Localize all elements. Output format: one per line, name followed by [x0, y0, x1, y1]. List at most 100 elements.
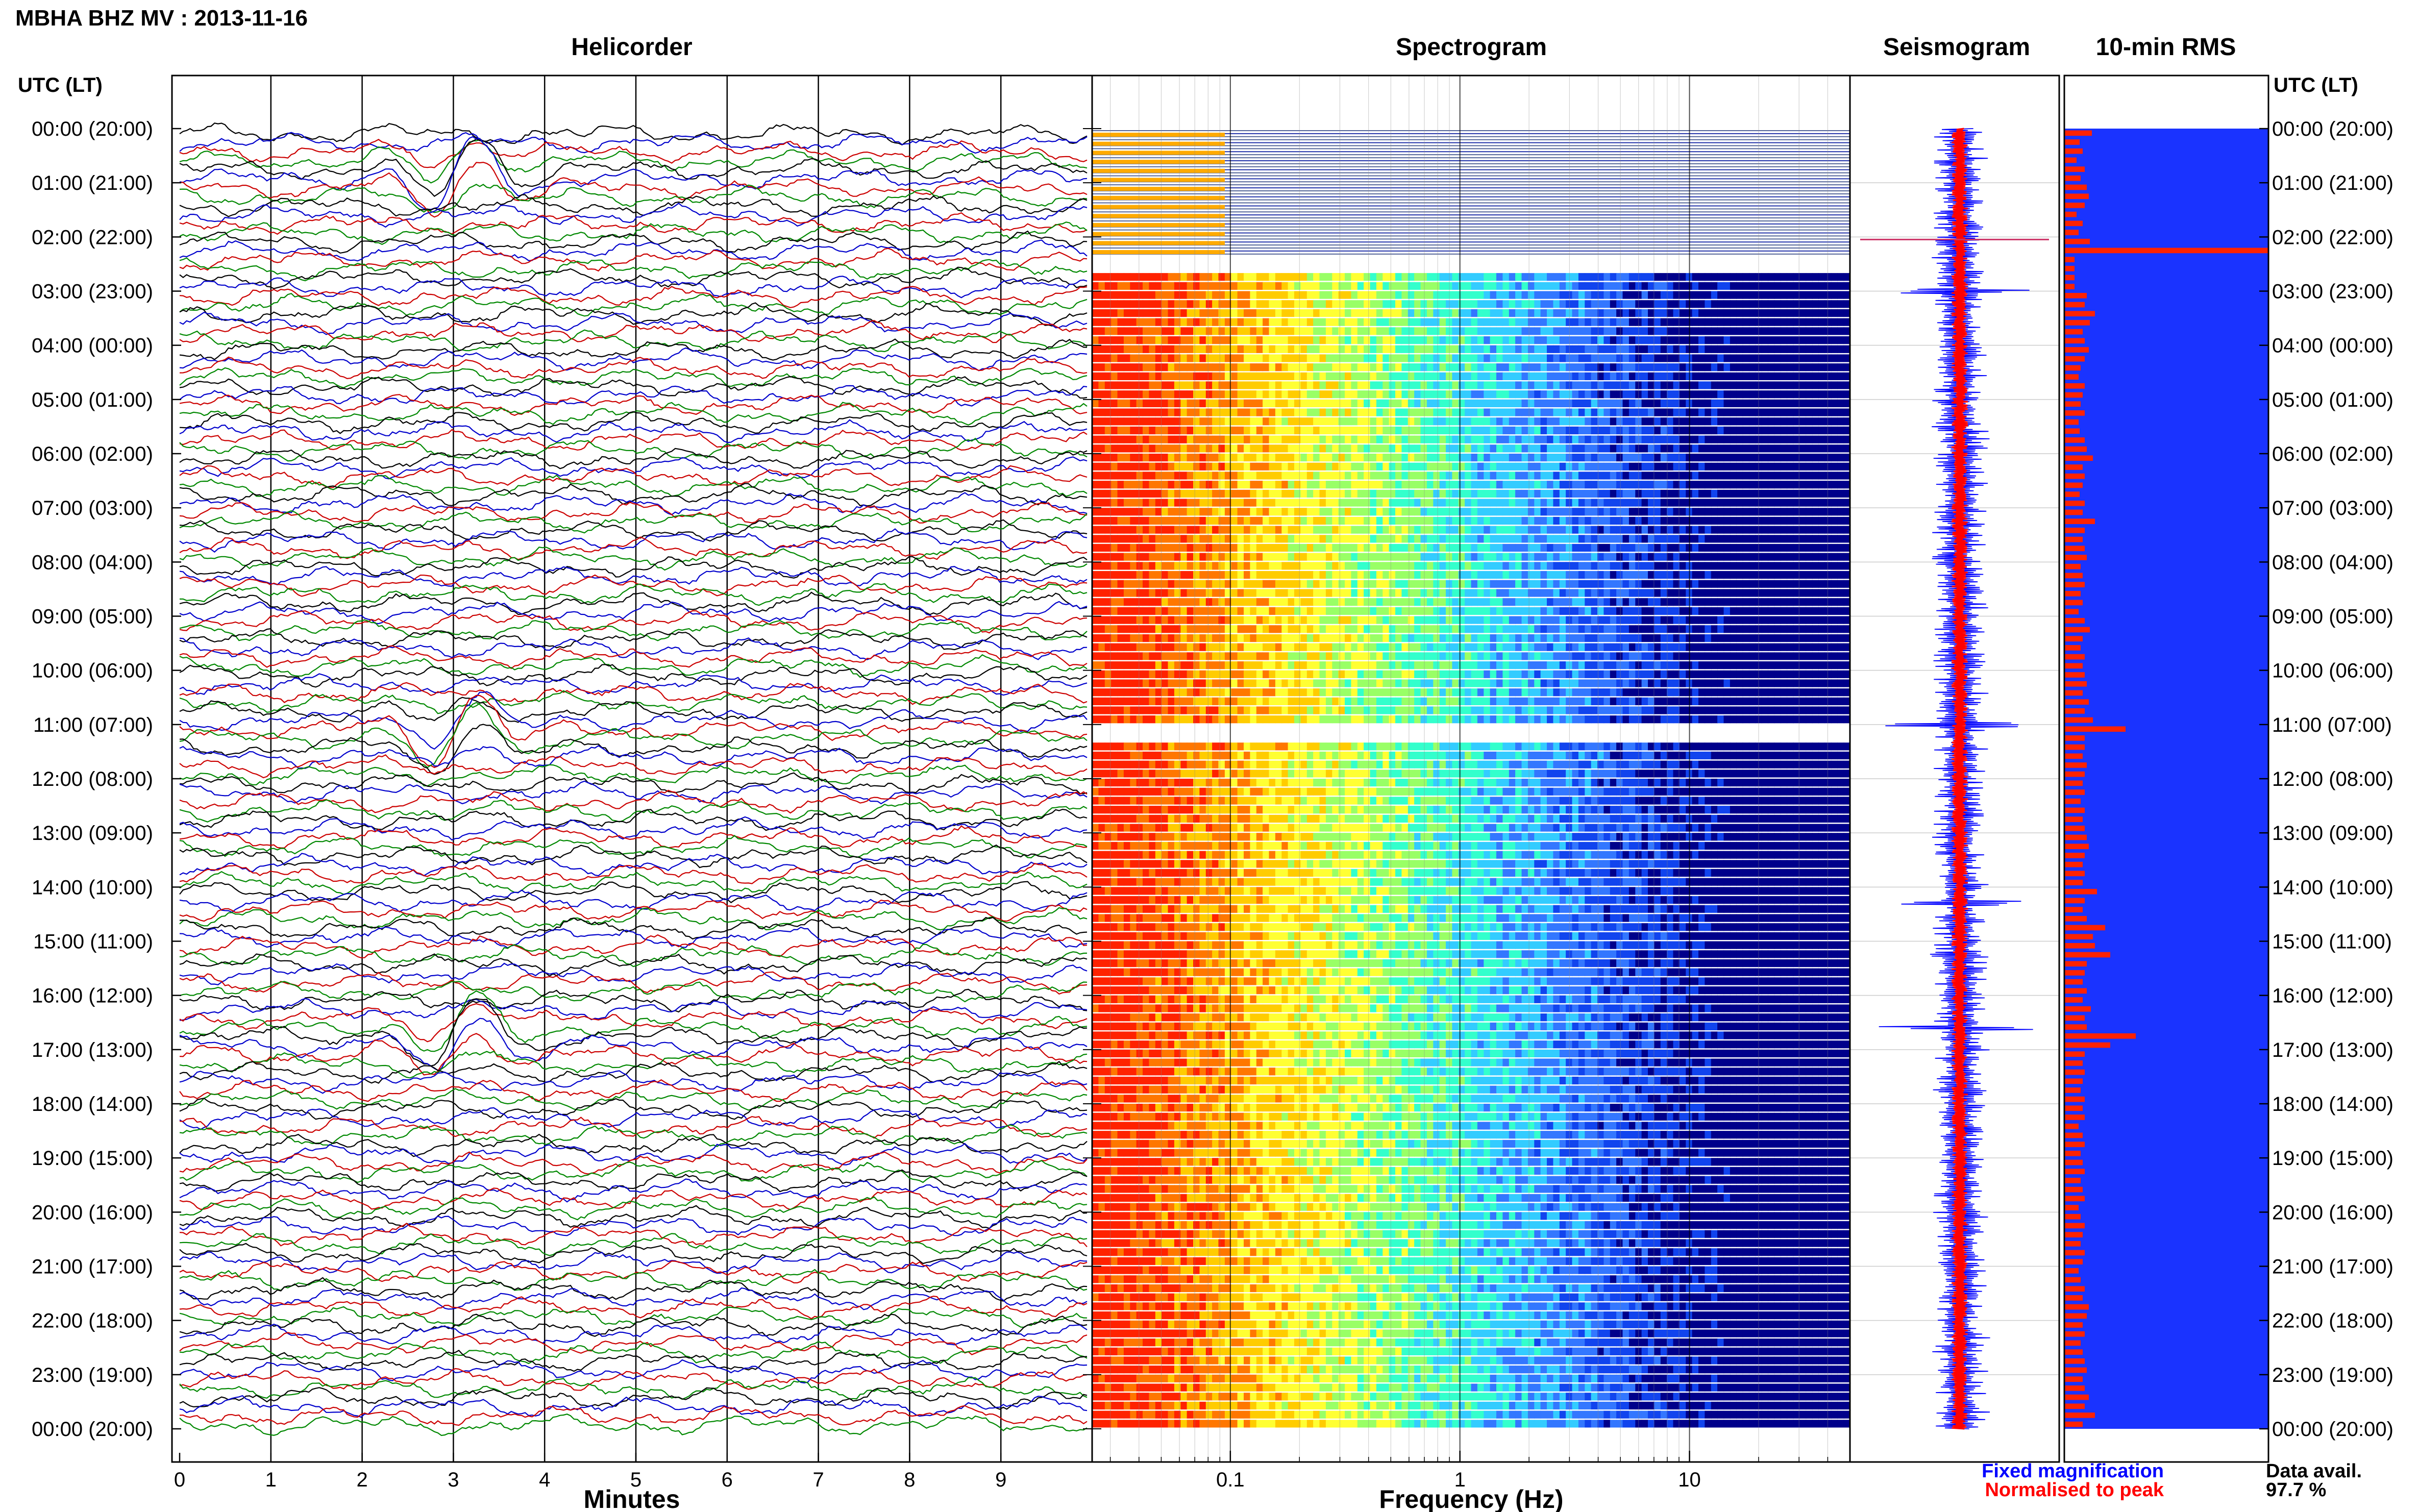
spectrogram-cell	[1793, 309, 1800, 317]
spectrogram-cell	[1269, 516, 1276, 525]
spectrogram-cell	[1812, 516, 1819, 525]
spectrogram-cell	[1799, 291, 1807, 299]
spectrogram-cell	[1641, 526, 1648, 534]
spectrogram-cell	[1559, 508, 1566, 516]
spectrogram-cell	[1433, 390, 1440, 399]
spectrogram-cell	[1294, 553, 1301, 561]
spectrogram-cell	[1578, 273, 1586, 281]
spectrogram-cell	[1591, 273, 1598, 281]
spectrogram-cell	[1660, 444, 1667, 453]
spectrogram-cell	[1212, 562, 1219, 570]
spectrogram-cell	[1553, 516, 1560, 525]
spectrogram-cell	[1553, 472, 1560, 480]
spectrogram-cell	[1705, 318, 1712, 326]
spectrogram-cell	[1319, 472, 1326, 480]
spectrogram-cell	[1345, 444, 1352, 453]
spectrogram-cell	[1199, 390, 1206, 399]
spectrogram-cell	[1799, 372, 1807, 380]
spectrogram-cell	[1705, 372, 1712, 380]
spectrogram-cell	[1787, 535, 1794, 543]
spectrogram-cell	[1300, 535, 1307, 543]
spectrogram-cell	[1426, 417, 1434, 426]
spectrogram-cell	[1774, 589, 1781, 597]
spectrogram-cell	[1281, 363, 1289, 371]
time-label-right: 06:00 (02:00)	[2272, 443, 2393, 465]
spectrogram-cell	[1212, 625, 1219, 633]
spectrogram-cell	[1345, 508, 1352, 516]
spectrogram-cell	[1622, 363, 1630, 371]
spectrogram-cell	[1370, 454, 1377, 462]
spectrogram-cell	[1768, 454, 1775, 462]
spectrogram-cell	[1717, 399, 1724, 407]
spectrogram-cell	[1294, 589, 1301, 597]
spectrogram-cell	[1502, 535, 1510, 543]
spectrogram-cell	[1679, 508, 1687, 516]
spectrogram-cell	[1383, 381, 1390, 389]
spectrogram-cell	[1452, 345, 1459, 353]
spectrogram-cell	[1818, 553, 1825, 561]
spectrogram-cell	[1698, 381, 1706, 389]
spectrogram-cell	[1351, 390, 1358, 399]
spectrogram-cell	[1306, 291, 1314, 299]
spectrogram-cell	[1237, 408, 1244, 416]
spectrogram-cell	[1187, 616, 1194, 624]
spectrogram-cell	[1383, 508, 1390, 516]
spectrogram-cell	[1831, 462, 1838, 470]
helicorder-trace	[179, 266, 1088, 289]
spectrogram-cell	[1628, 472, 1636, 480]
spectrogram-cell	[1641, 399, 1648, 407]
spectrogram-cell	[1502, 273, 1510, 281]
spectrogram-cell	[1566, 426, 1573, 435]
spectrogram-cell	[1730, 318, 1737, 326]
spectrogram-cell	[1641, 354, 1648, 362]
spectrogram-cell	[1395, 417, 1402, 426]
spectrogram-cell	[1540, 553, 1547, 561]
spectrogram-cell	[1414, 543, 1421, 552]
spectrogram-cell	[1736, 481, 1743, 489]
spectrogram-cell	[1193, 327, 1200, 335]
spectrogram-cell	[1787, 408, 1794, 416]
spectrogram-cell	[1338, 625, 1345, 633]
spectrogram-cell	[1325, 589, 1333, 597]
spectrogram-cell	[1566, 508, 1573, 516]
spectrogram-cell	[1269, 435, 1276, 443]
spectrogram-cell	[1692, 454, 1699, 462]
spectrogram-cell	[1332, 580, 1339, 588]
time-label-left: 00:00 (20:00)	[32, 118, 153, 140]
spectrogram-cell	[1749, 327, 1756, 335]
time-label-right: 22:00 (18:00)	[2272, 1310, 2393, 1332]
spectrogram-cell	[1281, 336, 1289, 344]
spectrogram-cell	[1660, 435, 1667, 443]
spectrogram-cell	[1376, 372, 1384, 380]
spectrogram-cell	[1263, 435, 1270, 443]
spectrogram-cell	[1263, 535, 1270, 543]
spectrogram-cell	[1471, 408, 1478, 416]
spectrogram-cell	[1496, 580, 1503, 588]
spectrogram-cell	[1477, 489, 1485, 498]
spectrogram-cell	[1136, 489, 1143, 498]
spectrogram-cell	[1730, 336, 1737, 344]
spectrogram-cell	[1799, 481, 1807, 489]
spectrogram-cell	[1679, 399, 1687, 407]
helicorder-trace	[179, 962, 1088, 985]
spectrogram-cell	[1130, 616, 1137, 624]
spectrogram-cell	[1433, 363, 1440, 371]
spectrogram-cell	[1338, 417, 1345, 426]
spectrogram-cell	[1433, 562, 1440, 570]
spectrogram-cell	[1471, 535, 1478, 543]
spectrogram-cell	[1174, 408, 1181, 416]
spectrogram-cell	[1723, 562, 1731, 570]
spectrogram-cell	[1616, 589, 1623, 597]
spectrogram-cell	[1787, 399, 1794, 407]
spectrogram-cell	[1679, 526, 1687, 534]
spectrogram-cell	[1269, 354, 1276, 362]
spectrogram-cell	[1357, 381, 1364, 389]
spectrogram-cell	[1673, 516, 1680, 525]
spectrogram-cell	[1376, 273, 1384, 281]
spectrogram-cell	[1130, 553, 1137, 561]
spectrogram-cell	[1471, 607, 1478, 615]
spectrogram-cell	[1654, 300, 1661, 308]
spectrogram-cell	[1237, 562, 1244, 570]
spectrogram-cell	[1799, 354, 1807, 362]
spectrogram-cell	[1401, 300, 1409, 308]
